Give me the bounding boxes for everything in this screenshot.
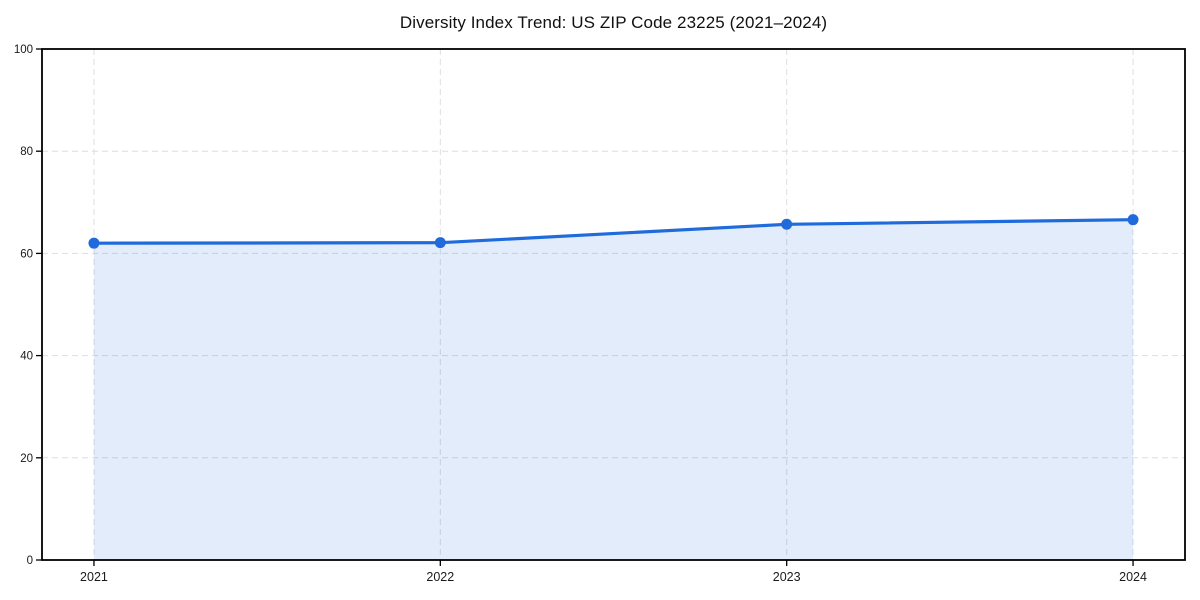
y-tick-label: 80 (20, 146, 33, 158)
x-tick-label: 2023 (773, 570, 801, 584)
data-point-marker (1127, 214, 1139, 226)
plot-border (41, 48, 1186, 561)
data-point-marker (434, 237, 446, 249)
data-point-marker (781, 218, 793, 230)
y-tick-label: 40 (20, 351, 33, 363)
y-axis: 0 20 40 60 80 100 (14, 44, 42, 567)
x-tick-label: 2021 (80, 570, 108, 584)
series-line (92, 218, 1135, 245)
gridlines (42, 49, 1185, 560)
x-axis: 2021 2022 2023 2024 (80, 560, 1147, 584)
y-tick-label: 0 (27, 555, 33, 567)
x-tick-label: 2022 (426, 570, 454, 584)
data-point-marker (88, 237, 100, 249)
y-tick-label: 100 (14, 44, 33, 56)
y-tick-label: 20 (20, 453, 33, 465)
chart-title: Diversity Index Trend: US ZIP Code 23225… (399, 13, 828, 32)
series-markers (88, 214, 1139, 249)
series-area (94, 219, 1133, 560)
x-tick-label: 2024 (1119, 570, 1147, 584)
y-tick-label: 60 (20, 248, 33, 260)
